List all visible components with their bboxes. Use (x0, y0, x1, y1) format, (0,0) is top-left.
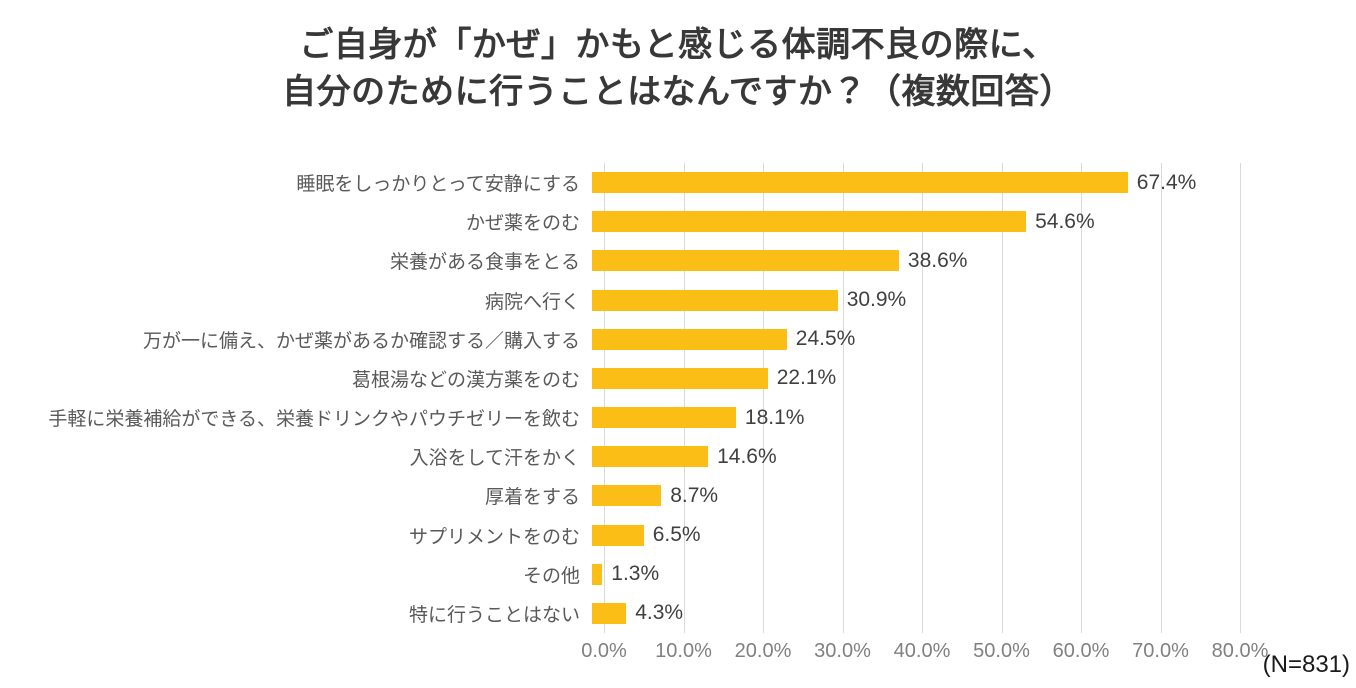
x-axis-tick-label: 0.0% (581, 640, 627, 662)
value-label: 1.3% (611, 562, 660, 586)
chart-row: 栄養がある食事をとる 38.6% (0, 241, 1356, 280)
gridline (1160, 163, 1162, 633)
category-label: 厚着をする (484, 487, 580, 509)
x-axis-tick-label: 60.0% (1052, 640, 1110, 662)
x-axis-tick-label: 50.0% (973, 640, 1030, 662)
x-axis-tick-label: 40.0% (893, 640, 951, 662)
bar (592, 407, 736, 429)
value-label: 4.3% (635, 601, 684, 625)
value-label: 22.1% (776, 366, 837, 390)
gridline (604, 163, 605, 633)
bar (592, 485, 662, 507)
category-label: 万が一に備え、かぜ薬があるか確認する／購入する (142, 330, 580, 352)
value-label: 54.6% (1035, 209, 1095, 233)
chart-row: かぜ薬をのむ 54.6% (0, 202, 1356, 241)
gridline (1240, 163, 1241, 633)
category-label: かぜ薬をのむ (465, 213, 580, 235)
x-axis-tick-label: 80.0% (1211, 640, 1269, 662)
bar (592, 446, 709, 468)
chart-row: 手軽に栄養補給ができる、栄養ドリンクやパウチゼリーを飲む 18.1% (0, 398, 1356, 437)
category-label: 入浴をして汗をかく (409, 448, 580, 470)
value-label: 38.6% (907, 248, 968, 272)
grid-layer (604, 163, 1241, 633)
gridline (683, 163, 685, 633)
value-label: 67.4% (1136, 170, 1197, 194)
bar (592, 172, 1128, 194)
chart-row: その他 1.3% (0, 555, 1356, 594)
chart-row: 特に行うことはない 4.3% (0, 594, 1356, 633)
category-label: 病院へ行く (484, 291, 580, 313)
category-label: 葛根湯などの漢方薬をのむ (351, 369, 580, 391)
x-axis-tick-label: 10.0% (655, 640, 712, 662)
bar (592, 524, 644, 546)
chart-row: 睡眠をしっかりとって安静にする 67.4% (0, 163, 1356, 202)
x-axis-tick-label: 20.0% (734, 640, 792, 662)
category-label: 睡眠をしっかりとって安静にする (296, 174, 580, 196)
value-label: 30.9% (846, 288, 907, 312)
chart-row: サプリメントをのむ 6.5% (0, 516, 1356, 555)
chart-row: 葛根湯などの漢方薬をのむ 22.1% (0, 359, 1356, 398)
x-axis-tick-label: 30.0% (814, 640, 871, 662)
chart-row: 万が一に備え、かぜ薬があるか確認する／購入する 24.5% (0, 320, 1356, 359)
value-label: 18.1% (744, 405, 805, 429)
category-label: サプリメントをのむ (408, 526, 580, 548)
bar (592, 250, 899, 272)
category-label: 栄養がある食事をとる (389, 252, 580, 274)
category-label: その他 (522, 565, 580, 587)
bar (592, 602, 627, 624)
bar (592, 563, 603, 585)
gridline (1081, 163, 1082, 633)
chart-row: 病院へ行く 30.9% (0, 281, 1356, 320)
chart-row: 厚着をする 8.7% (0, 476, 1356, 515)
value-label: 24.5% (795, 327, 856, 351)
bar (592, 328, 787, 350)
x-axis: 0.0% 10.0% 20.0% 30.0% 40.0% 50.0% 60.0% 70.0% 8… (0, 640, 1356, 666)
chart-rows: 睡眠をしっかりとって安静にする 67.4% かぜ薬をのむ 54.6% 栄養がある食事をと… (0, 163, 1356, 633)
value-label: 6.5% (652, 523, 701, 547)
bar (592, 367, 768, 389)
gridline (922, 163, 923, 633)
bar (592, 211, 1027, 233)
category-label: 手軽に栄養補給ができる、栄養ドリンクやパウチゼリーを飲む (48, 409, 580, 431)
value-label: 14.6% (717, 444, 777, 468)
chart-title-line1: ご自身が「かぜ」かもと感じる体調不良の際に、 (299, 26, 1057, 64)
chart-row: 入浴をして汗をかく 14.6% (0, 437, 1356, 476)
category-label: 特に行うことはない (408, 604, 580, 626)
bar (592, 289, 838, 311)
value-label: 8.7% (670, 483, 719, 507)
gridline (763, 163, 764, 633)
chart-title-line2: 自分のために行うことはなんですか？（複数回答） (282, 72, 1074, 111)
sample-size-note: (N=831) (1262, 651, 1350, 678)
chart-title: ご自身が「かぜ」かもと感じる体調不良の際に、 自分のために行うことはなんですか？… (0, 22, 1356, 116)
gridline (1001, 163, 1003, 633)
x-axis-tick-label: 70.0% (1132, 640, 1189, 662)
gridline (842, 163, 844, 633)
